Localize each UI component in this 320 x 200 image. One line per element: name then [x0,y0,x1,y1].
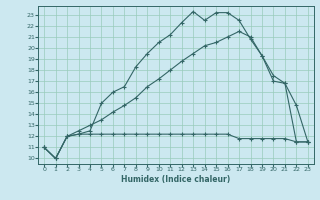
X-axis label: Humidex (Indice chaleur): Humidex (Indice chaleur) [121,175,231,184]
